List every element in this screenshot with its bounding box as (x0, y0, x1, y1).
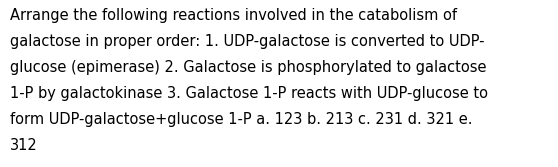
Text: Arrange the following reactions involved in the catabolism of: Arrange the following reactions involved… (10, 8, 457, 23)
Text: 312: 312 (10, 138, 38, 153)
Text: 1-P by galactokinase 3. Galactose 1-P reacts with UDP-glucose to: 1-P by galactokinase 3. Galactose 1-P re… (10, 86, 488, 101)
Text: form UDP-galactose+glucose 1-P a. 123 b. 213 c. 231 d. 321 e.: form UDP-galactose+glucose 1-P a. 123 b.… (10, 112, 473, 127)
Text: glucose (epimerase) 2. Galactose is phosphorylated to galactose: glucose (epimerase) 2. Galactose is phos… (10, 60, 487, 75)
Text: galactose in proper order: 1. UDP-galactose is converted to UDP-: galactose in proper order: 1. UDP-galact… (10, 34, 484, 49)
